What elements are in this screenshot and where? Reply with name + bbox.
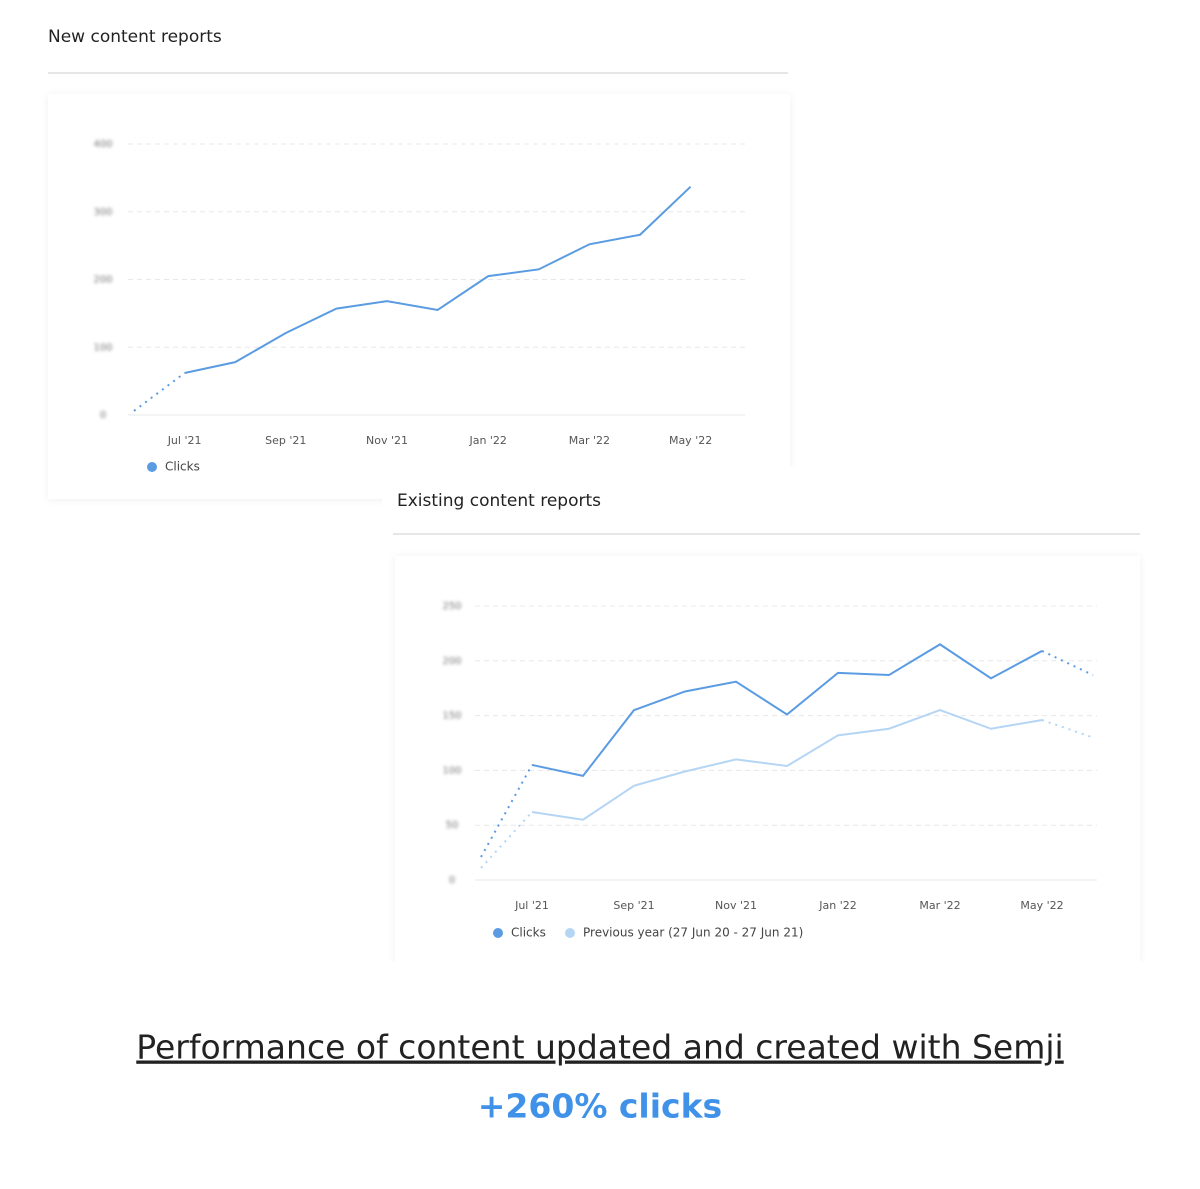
x-tick-label: Sep '21: [265, 434, 306, 447]
x-tick-label: Jan '22: [818, 899, 856, 912]
y-tick-label: 250: [442, 601, 461, 612]
panel-title: Existing content reports: [397, 491, 601, 511]
panel: Existing content reports 0 50 100 150 200 250…: [393, 491, 1140, 962]
x-tick-label: Nov '21: [366, 434, 408, 447]
x-tick-label: May '22: [669, 434, 712, 447]
x-tick-label: Jan '22: [468, 434, 506, 447]
legend-marker: [147, 462, 157, 472]
panel: New content reports 0 100 200 300 400 Jul '21…: [48, 27, 790, 499]
y-tick-label: 0: [100, 410, 106, 421]
caption: Performance of content updated and creat…: [136, 1028, 1063, 1067]
y-tick-label: 200: [93, 275, 112, 286]
highlight: +260% clicks: [478, 1087, 722, 1126]
y-tick-label: 0: [449, 875, 455, 886]
line: [184, 185, 692, 374]
y-tick-label: 400: [93, 139, 112, 150]
x-tick-label: Mar '22: [569, 434, 610, 447]
y-tick-label: 100: [93, 342, 112, 353]
legend-marker: [565, 928, 575, 938]
backdrop: [382, 962, 1200, 1022]
card: [48, 94, 790, 499]
line-segment: [1041, 650, 1094, 676]
x-tick-label: Mar '22: [919, 899, 960, 912]
y-tick-label: 300: [93, 207, 112, 218]
x-tick-label: Jul '21: [514, 899, 549, 912]
line-segment: [480, 811, 533, 869]
x-tick-label: Jul '21: [167, 434, 202, 447]
x-tick-label: Nov '21: [715, 899, 757, 912]
legend-label: Clicks: [165, 460, 200, 474]
y-tick-label: 100: [442, 765, 461, 776]
y-tick-label: 50: [446, 820, 459, 831]
y-tick-label: 200: [442, 656, 461, 667]
line-segment: [1041, 719, 1094, 739]
legend-label: Clicks: [511, 926, 546, 940]
x-tick-label: Sep '21: [613, 899, 654, 912]
x-tick-label: May '22: [1020, 899, 1063, 912]
line: [531, 709, 1043, 821]
y-tick-label: 150: [442, 711, 461, 722]
line: [531, 643, 1043, 777]
card: [395, 556, 1140, 962]
legend-marker: [493, 928, 503, 938]
legend-label: Previous year (27 Jun 20 - 27 Jun 21): [583, 926, 803, 940]
panel-title: New content reports: [48, 27, 222, 47]
